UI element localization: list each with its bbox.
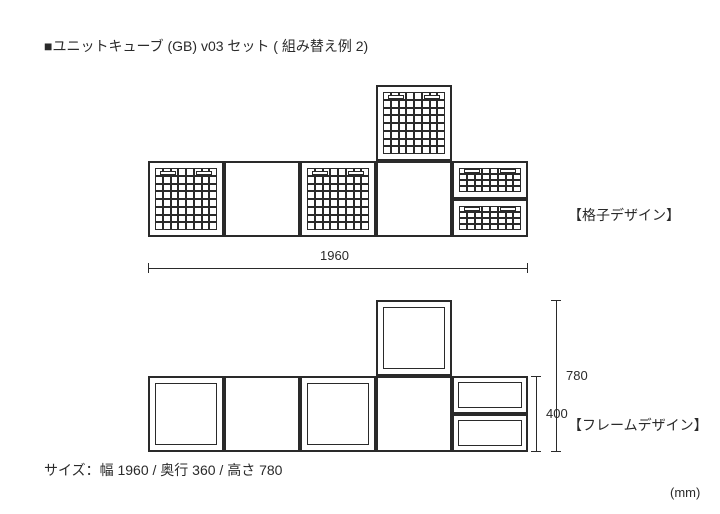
cube-lattice-full: [148, 161, 224, 237]
cube-lattice-full: [300, 161, 376, 237]
cube-lattice-half-stack: [452, 161, 528, 237]
cube-open: [224, 161, 300, 237]
dimension-height-row-label: 400: [546, 406, 568, 421]
size-label: サイズ：幅 1960 / 奥行 360 / 高さ 780: [44, 460, 282, 480]
cube-open: [376, 161, 452, 237]
cube-frame-half-stack: [452, 376, 528, 452]
cube-frame: [148, 376, 224, 452]
dimension-height-total-line: [556, 300, 557, 452]
cube-open: [376, 376, 452, 452]
lattice-design-label: 【格子デザイン】: [568, 205, 680, 225]
dimension-height-row-line: [536, 376, 537, 452]
page-title: ■ユニットキューブ (GB) v03 セット ( 組み替え例 2): [44, 36, 368, 56]
dimension-height-total-label: 780: [566, 368, 588, 383]
frame-design-label: 【フレームデザイン】: [568, 415, 708, 435]
dimension-width-line: [148, 268, 528, 269]
cube-open: [224, 376, 300, 452]
cube-frame: [376, 300, 452, 376]
cube-lattice-full: [376, 85, 452, 161]
dimension-width-label: 1960: [320, 248, 349, 263]
unit-label: (mm): [670, 485, 700, 500]
cube-frame: [300, 376, 376, 452]
